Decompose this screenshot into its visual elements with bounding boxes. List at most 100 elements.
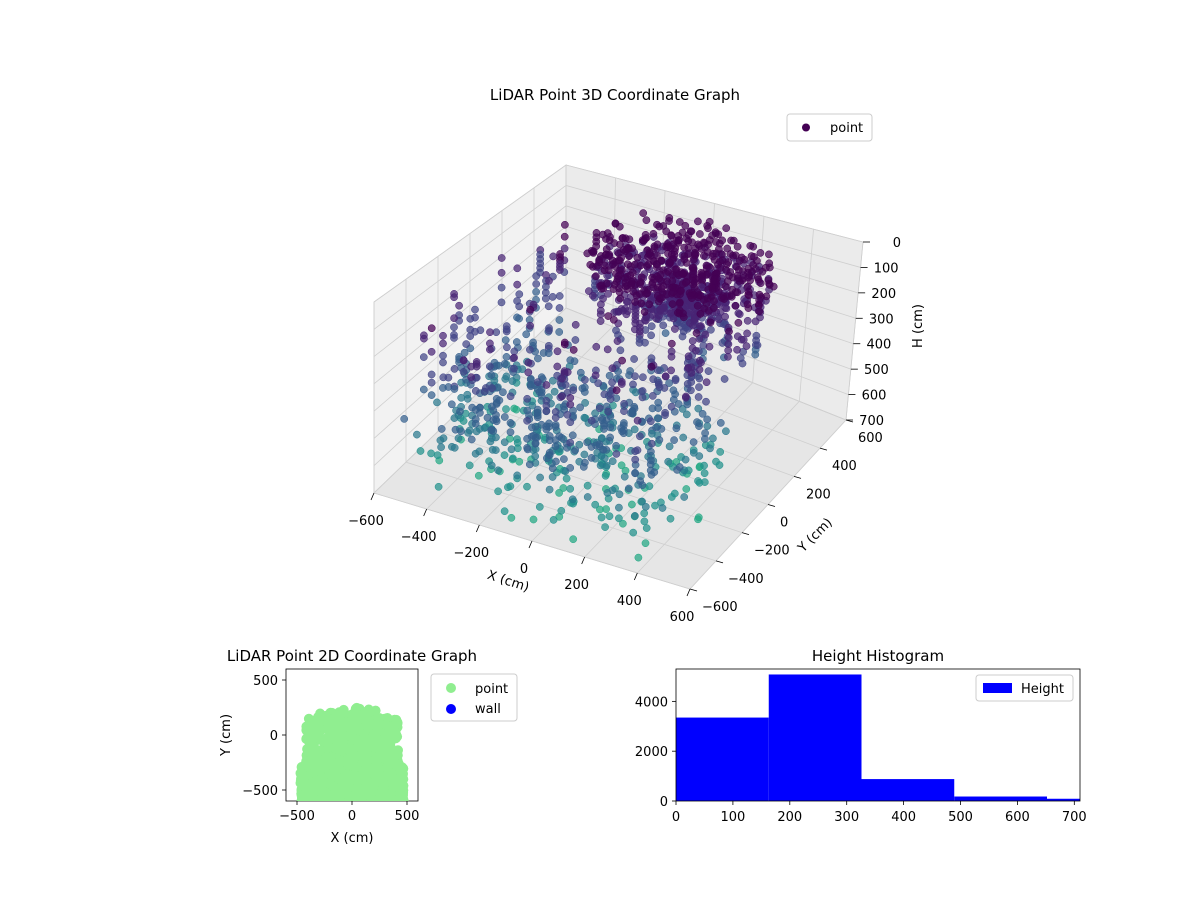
histogram-bar [954,796,1047,801]
data-point-3d [686,291,695,300]
data-point-3d [692,329,701,337]
data-point-3d [597,281,606,290]
data-point-3d [555,316,564,324]
data-point-3d [615,503,623,512]
data-point-3d [512,405,521,414]
data-point-3d [526,305,535,314]
data-point-3d [533,408,542,417]
data-point-3d [467,362,476,371]
data-point-3d [518,365,527,374]
data-point-3d [680,243,689,252]
data-point-3d [529,338,537,347]
data-point-3d [532,280,541,288]
points-3d [400,209,778,562]
data-point-3d [665,379,673,387]
data-point-3d [637,273,646,282]
histogram-bar [1046,798,1080,801]
data-point-3d [555,292,564,300]
data-point-3d [506,419,515,427]
data-point-3d [728,285,737,294]
data-point-3d [652,314,661,323]
y-tick-label-histogram: 2000 [635,745,668,760]
legend-3d: point [786,113,873,142]
data-point-3d [427,378,436,387]
data-point-3d [427,324,436,333]
data-point-3d [526,345,534,354]
data-point-3d [725,271,733,280]
z-tick-label-3d: 500 [864,363,889,378]
data-point-3d [489,416,498,424]
data-point-3d [427,391,436,399]
y-tick-label-2d: 500 [253,674,278,689]
data-point-3d [552,457,560,466]
data-point-3d [615,514,623,523]
data-point-3d [542,401,551,410]
data-point-3d [694,477,702,485]
data-point-3d [488,384,496,392]
data-point-3d [545,326,553,335]
x-axis-label-2d: X (cm) [331,831,374,846]
data-point-3d [595,404,604,413]
data-point-3d [701,330,710,339]
data-point-2d [344,742,355,753]
data-point-3d [638,393,647,402]
data-point-3d [616,294,625,303]
data-point-3d [698,273,706,281]
data-point-3d [643,289,652,298]
data-point-3d [655,222,664,231]
data-point-3d [591,371,600,380]
data-point-3d [427,347,436,356]
data-point-2d [334,744,344,755]
x-tick-label-histogram: 100 [720,810,745,825]
data-point-2d [339,731,350,741]
legend-histogram-label: Height [1021,682,1064,697]
data-point-3d [703,221,712,230]
data-point-3d [497,283,506,292]
data-point-3d [682,485,691,493]
y-tick-label-3d: 200 [806,487,831,502]
data-point-3d [569,535,578,544]
data-point-2d [322,713,332,724]
data-point-3d [675,299,684,308]
data-point-3d [765,250,773,259]
data-point-2d [392,718,403,729]
data-point-3d [523,416,531,425]
y-tick-label-3d: −400 [728,572,764,587]
data-point-3d [631,455,640,464]
data-point-3d [600,390,609,399]
data-point-3d [509,454,517,463]
data-point-3d [756,249,765,257]
data-point-2d [382,789,393,800]
data-point-3d [513,280,522,289]
data-point-3d [566,400,575,409]
data-point-3d [439,351,447,360]
data-point-3d [674,400,683,408]
data-point-3d [439,358,447,367]
data-point-3d [437,425,446,433]
z-tick-label-3d: 200 [871,287,896,302]
data-point-3d [682,392,690,401]
data-point-3d [495,361,503,370]
y-tick-label-3d: −600 [702,600,738,615]
data-point-3d [639,209,648,217]
data-point-3d [639,373,647,382]
data-point-3d [706,444,714,453]
data-point-3d [529,515,538,524]
histogram-ticks: 0 100 200 300 400 500 600 700 0 2000 4000 [635,695,1087,825]
data-point-3d [555,489,563,497]
data-point-3d [531,452,540,461]
data-point-3d [542,381,551,389]
data-point-3d [513,313,521,322]
data-point-3d [526,321,534,330]
legend-2d-wall-label: wall [475,702,501,717]
y-tick-label-histogram: 0 [660,795,668,810]
data-point-3d [694,513,703,522]
data-point-3d [513,297,521,305]
data-point-3d [677,286,685,295]
data-point-3d [648,392,657,400]
data-point-3d [459,356,468,364]
data-point-3d [669,314,678,323]
data-point-3d [710,304,718,312]
data-point-3d [645,300,654,309]
data-point-3d [531,439,540,447]
